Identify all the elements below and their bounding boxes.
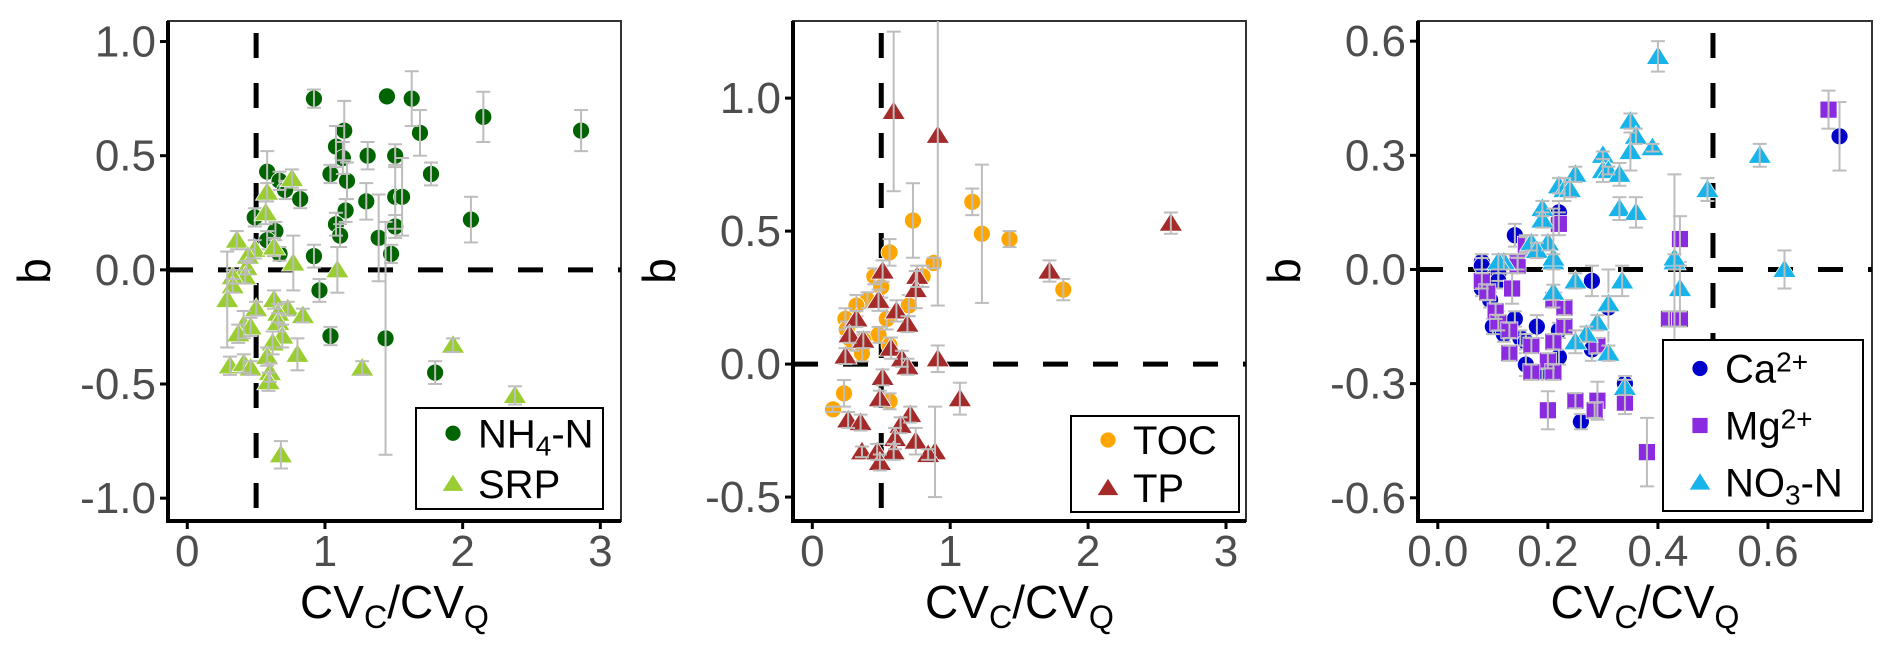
legend-box — [415, 407, 604, 510]
x-axis-title: CVC/CVQ — [925, 576, 1114, 635]
x-axis-title-part: /CV — [1012, 576, 1089, 628]
x-tick-label: 0.4 — [1627, 527, 1688, 576]
x-axis-title-part: Q — [1089, 599, 1114, 635]
y-tick-label: 0.5 — [720, 207, 781, 256]
y-tick-label: 0.0 — [720, 340, 781, 389]
y-tick-label: 0.6 — [1345, 17, 1406, 66]
x-axis-title: CVC/CVQ — [300, 576, 489, 635]
y-tick-label: 0.3 — [1345, 131, 1406, 180]
legend-label-part: TP — [1133, 467, 1184, 511]
legend-label-part: 2+ — [1781, 403, 1813, 434]
legend-label: Mg2+ — [1725, 403, 1813, 448]
y-tick-label: -0.3 — [1330, 360, 1406, 409]
y-tick-label: -0.5 — [705, 473, 781, 522]
x-axis-title-part: Q — [1714, 599, 1739, 635]
x-tick-label: 0 — [800, 527, 824, 576]
x-tick-label: 2 — [1076, 527, 1100, 576]
legend-marker-circle — [1099, 431, 1117, 449]
series-0 — [245, 70, 590, 456]
y-tick-label: -0.5 — [80, 360, 156, 409]
x-axis-title-part: Q — [464, 599, 489, 635]
y-tick-label: 0.0 — [95, 246, 156, 295]
legend-label-part: -N — [551, 412, 593, 456]
x-tick-label: 3 — [588, 527, 612, 576]
x-tick-label: 0.0 — [1407, 527, 1468, 576]
legend-label: NO3-N — [1725, 462, 1843, 511]
legend-label-part: NO — [1725, 462, 1785, 506]
legend-label-part: Ca — [1725, 348, 1777, 392]
x-tick-label: 1 — [313, 527, 337, 576]
y-axis-title: b — [8, 258, 60, 284]
series-2 — [1485, 40, 1797, 397]
x-axis-title-part: C — [989, 599, 1012, 635]
series-1 — [1472, 89, 1838, 488]
legend-marker-triangle — [441, 472, 465, 492]
legend-marker-square — [1691, 417, 1709, 434]
legend-label: SRP — [478, 463, 560, 507]
x-tick-label: 2 — [450, 527, 474, 576]
y-tick-label: -0.6 — [1330, 474, 1406, 523]
series-1 — [214, 167, 528, 470]
x-tick-label: 0.6 — [1737, 527, 1798, 576]
legend-label-part: 4 — [536, 431, 552, 462]
y-tick-label: 1.0 — [720, 74, 781, 123]
legend-label-part: NH — [478, 412, 536, 456]
legend-label: Ca2+ — [1725, 346, 1808, 391]
legend-label-part: TOC — [1133, 419, 1217, 463]
x-axis-title-part: /CV — [387, 576, 464, 628]
x-axis-title-part: C — [364, 599, 387, 635]
legend-label-part: 2+ — [1776, 346, 1808, 377]
x-tick-label: 3 — [1214, 527, 1238, 576]
data-point — [378, 87, 396, 106]
legend-label-part: -N — [1801, 462, 1843, 506]
legend-marker-circle — [444, 424, 462, 442]
x-tick-label: 0.2 — [1517, 527, 1578, 576]
x-axis-title-part: C — [1614, 599, 1637, 635]
y-axis-title: b — [1258, 258, 1310, 284]
y-axis-title: b — [633, 258, 685, 284]
legend-label: TP — [1133, 467, 1184, 511]
x-axis-title: CVC/CVQ — [1551, 576, 1740, 635]
panel-ions-no3: -0.6-0.30.00.30.60.0 0.2 0.4 0.6CVC/CVQbCa2… — [1258, 17, 1873, 635]
x-tick-label: 0 — [175, 527, 199, 576]
legend-label: NH4-N — [478, 412, 594, 461]
x-axis-title-part: CV — [1551, 576, 1615, 628]
legend-label-part: Mg — [1725, 405, 1781, 449]
x-tick-label: 1 — [938, 527, 962, 576]
legend-box — [1070, 415, 1240, 513]
y-tick-label: -1.0 — [80, 474, 156, 523]
x-axis-title-part: CV — [300, 576, 364, 628]
legend-marker-triangle — [1096, 477, 1120, 496]
y-tick-label: 0.5 — [95, 132, 156, 181]
legend-marker-circle — [1691, 360, 1709, 377]
legend-marker-triangle — [1688, 471, 1712, 491]
x-axis-title-part: CV — [925, 576, 989, 628]
legend: Ca2+Mg2+NO3-N — [1662, 339, 1864, 512]
x-axis-title-part: /CV — [1638, 576, 1715, 628]
series-1 — [832, 21, 1184, 499]
y-tick-label: 1.0 — [95, 18, 156, 67]
legend-label: TOC — [1133, 419, 1217, 463]
legend-label-part: 3 — [1785, 480, 1801, 511]
y-tick-label: 0.0 — [1345, 245, 1406, 294]
legend-label-part: SRP — [478, 463, 560, 507]
